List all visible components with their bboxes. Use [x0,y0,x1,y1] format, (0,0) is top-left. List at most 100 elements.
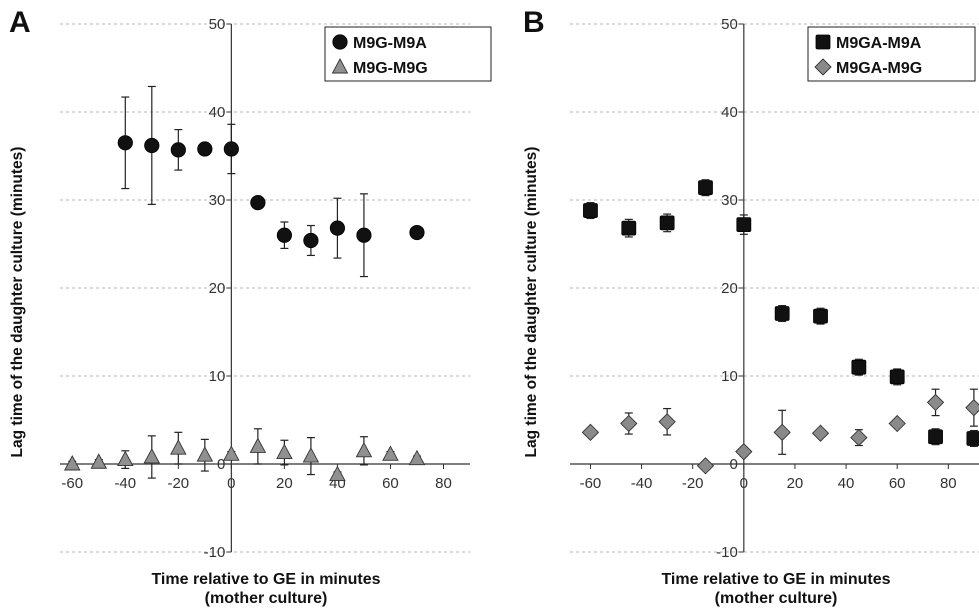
panel-a-x-tick-label: -20 [167,475,189,492]
panel-b-series-m9ga-m9g-point [965,399,979,417]
panel-b-chart: -10 0 10 20 30 40 50 -60 -40 -20 0 20 40 60 80 Lag time… [523,16,979,607]
panel-a-series-m9g-m9a-point [276,227,292,243]
panel-a-y-tick-label: 50 [209,16,226,33]
panel-a-series-m9g-m9a-point [409,224,425,241]
panel-b-series-m9ga-m9a-point [889,369,905,385]
panel-b-legend-label: M9GA-M9G [836,60,922,77]
panel-a-y-axis-label: Lag time of the daughter culture (minute… [9,147,26,458]
panel-a-series-m9g-m9g-point [382,445,399,461]
panel-b-series-m9ga-m9a-point [583,203,598,218]
panel-a-series-m9g-m9a-point [223,141,239,157]
panel-a-series-m9g-m9a-point [144,137,160,154]
panel-b-x-tick-label: 40 [838,475,855,492]
panel-a-legend-label: M9G-M9A [353,35,427,52]
panel-a-series-m9g-m9a-point [329,220,346,236]
panel-b-y-tick-label: 50 [721,16,738,33]
panel-a-series-m9g-m9g-point [276,443,293,460]
panel-b-y-tick-label: 10 [721,368,738,385]
panel-a-x-tick-label: 80 [435,475,452,492]
panel-b-x-tick-label: -20 [682,475,704,492]
panel-a-series-m9g-m9a-point [197,141,213,157]
panel-a-x-axis-label: Time relative to GE in minutes (mother cu… [151,571,380,607]
panel-b-y-tick-label: 30 [721,192,738,209]
panel-a-series-m9g-m9g-point [143,448,161,464]
panel-a-series-m9g-m9g-point [196,446,214,462]
panel-a-series-m9g-m9g-point [64,455,81,471]
panel-b-series-m9ga-m9g [581,388,979,475]
panel-b-series-m9ga-m9g-point [850,428,868,447]
panel-b-x-tick-label: 80 [940,475,957,492]
panel-a-y-tick-label: 40 [209,104,226,121]
panel-a-series-m9g-m9g [64,428,426,482]
panel-b-series-m9ga-m9a-point [621,220,637,236]
panel-b-y-axis-label: Lag time of the daughter culture (minute… [523,147,540,458]
panel-b-legend-marker [815,34,831,50]
panel-a-legend-marker [331,58,349,74]
panel-b-y-tick-label: 40 [721,104,738,121]
panel-b-series-m9ga-m9g-point [735,443,753,461]
panel-a-legend: M9G-M9A M9G-M9G [324,26,492,82]
panel-b-series-m9ga-m9g-point [581,423,600,441]
panel-a-series-m9g-m9g-point [223,445,240,461]
panel-a-series-m9g-m9g-point [90,453,108,469]
panel-a-series-m9g-m9g-point [355,441,373,458]
panel-a-legend-label: M9G-M9G [353,60,428,77]
panel-b-series-m9ga-m9a-point [851,359,867,375]
panel-b-series-m9ga-m9g-point [926,393,945,412]
panel-b-legend-label: M9GA-M9A [836,35,922,52]
panel-a-y-tick-label: 0 [217,456,225,473]
panel-b-series-m9ga-m9a-point [813,308,828,324]
panel-a-y-tick-label: 30 [209,192,226,209]
panel-a-series-m9g-m9a-point [356,227,372,243]
panel-a-legend-marker [332,34,348,50]
panel-a-y-tick-label: -10 [204,544,226,561]
panel-b-series-m9ga-m9a-point [774,306,790,321]
panel-b-x-tick-label: 60 [889,475,906,492]
panel-b-series-m9ga-m9g-point [696,457,715,475]
panel-a-x-tick-label: 20 [276,475,293,492]
panel-b-y-tick-label: -10 [716,544,738,561]
panel-b-series-m9ga-m9g-point [773,423,791,441]
panel-a-series-m9g-m9a-point [117,135,133,151]
panel-b-series-m9ga-m9a-point [736,217,752,233]
panel-a-legend-box [324,26,492,82]
panel-a-series-m9g-m9a [117,85,425,278]
panel-b-letter: B [523,6,545,39]
panel-b-y-tick-label: 20 [721,280,738,297]
panel-a-series-m9g-m9g-point [302,447,320,463]
panel-b-legend-box [807,26,976,82]
panel-a-series-m9g-m9g-point [329,465,346,482]
panel-b-series-m9ga-m9a-point [966,431,979,446]
panel-b-series-m9ga-m9a-point [659,215,675,231]
panel-a-y-tick-label: 10 [209,368,226,385]
panel-b-x-tick-label: -60 [580,475,602,492]
panel-a-series-m9g-m9g-point [249,437,267,453]
panel-a-x-tick-label: -40 [114,475,136,492]
panel-b-x-tick-label: -40 [631,475,653,492]
panel-a-series-m9g-m9a-point [250,195,266,211]
panel-b-series-m9ga-m9g-point [620,414,638,433]
panel-a-y-tick-label: 20 [209,280,226,297]
panel-a-letter: A [9,6,31,39]
panel-b-y-tick-label: 0 [729,456,737,473]
panel-b-legend-marker [814,58,832,76]
panel-a-series-m9g-m9a-point [303,232,319,249]
panel-b-x-tick-label: 20 [787,475,804,492]
panel-a-series-m9g-m9g-point [408,449,426,466]
panel-a-x-tick-label: -60 [61,475,83,492]
panel-b-series-m9ga-m9a-point [698,180,713,196]
panel-a-series-m9g-m9g-point [117,450,134,467]
panel-b-legend: M9GA-M9A M9GA-M9G [807,26,976,82]
panel-b-series-m9ga-m9a [583,179,979,447]
panel-a-series-m9g-m9g-point [170,439,187,455]
panel-a-x-tick-label: 0 [227,475,235,492]
panel-a-x-tick-label: 60 [382,475,399,492]
panel-b-series-m9ga-m9g-point [888,414,906,433]
panel-b-series-m9ga-m9g-point [811,424,830,442]
panel-a-series-m9g-m9a-point [170,142,186,158]
panel-b-series-m9ga-m9g-point [658,413,676,431]
panel-b-x-axis-label: Time relative to GE in minutes (mother cu… [661,571,890,607]
